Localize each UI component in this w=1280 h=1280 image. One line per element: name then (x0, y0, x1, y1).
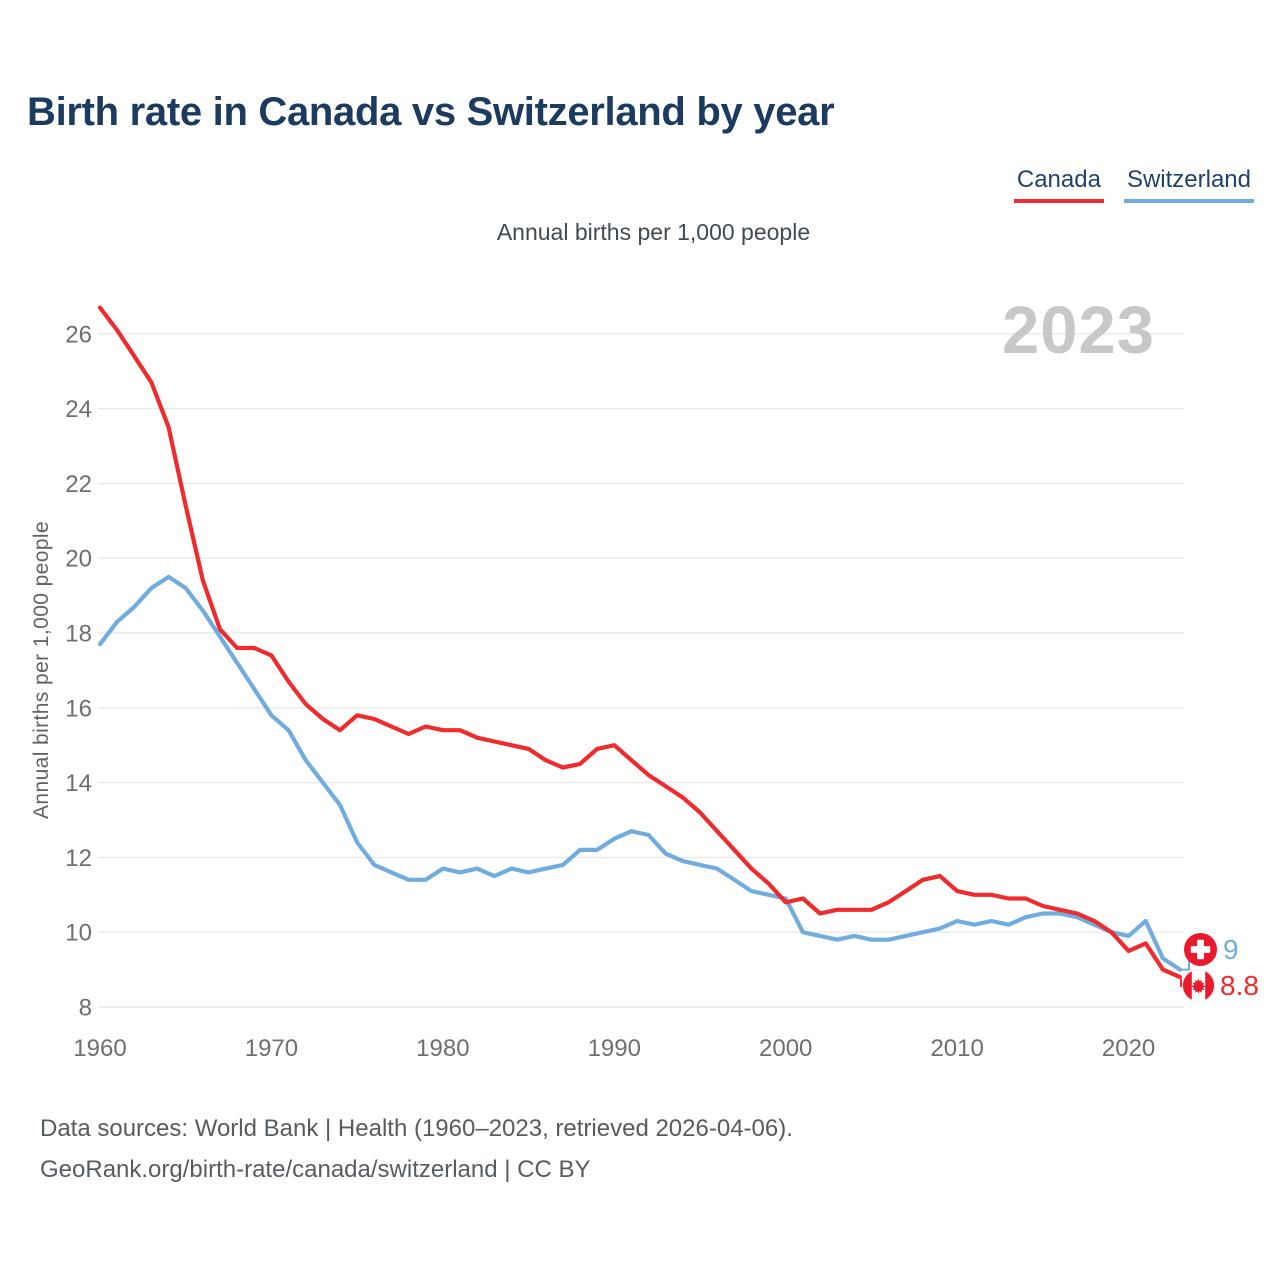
y-tick-label: 22 (65, 471, 92, 498)
footer: Data sources: World Bank | Health (1960–… (40, 1108, 793, 1190)
switzerland-line (97, 574, 1183, 972)
footer-data-sources: Data sources: World Bank | Health (1960–… (40, 1115, 793, 1142)
canada-line (97, 305, 1183, 980)
chart-subtitle: Annual births per 1,000 people (496, 219, 811, 245)
y-tick-label: 14 (65, 770, 92, 797)
x-tick-label: 1990 (588, 1035, 641, 1062)
canada-end-value: 8.8 (1220, 970, 1259, 1001)
switzerland-flag-icon (1184, 933, 1217, 966)
switzerland-end-value: 9 (1223, 934, 1239, 965)
y-tick-label: 18 (65, 621, 92, 648)
y-tick-label: 12 (65, 845, 92, 872)
watermark-year: 2023 (1001, 293, 1155, 368)
y-tick-label: 24 (65, 396, 92, 423)
x-tick-label: 2020 (1102, 1035, 1155, 1062)
y-tick-label: 26 (65, 321, 92, 348)
y-tick-label: 8 (79, 995, 92, 1022)
x-tick-label: 2010 (930, 1035, 983, 1062)
page-title: Birth rate in Canada vs Switzerland by y… (27, 90, 835, 134)
x-tick-label: 1980 (416, 1035, 469, 1062)
canada-flag-icon (1182, 969, 1215, 1002)
y-tick-label: 10 (65, 920, 92, 947)
footer-attribution: GeoRank.org/birth-rate/canada/switzerlan… (40, 1156, 591, 1183)
y-tick-label: 20 (65, 546, 92, 573)
legend-item-switzerland[interactable]: Switzerland (1123, 166, 1254, 203)
y-tick-label: 16 (65, 695, 92, 722)
x-tick-label: 1970 (245, 1035, 298, 1062)
x-tick-label: 2000 (759, 1035, 812, 1062)
legend-item-canada[interactable]: Canada (1013, 166, 1104, 203)
legend: Canada Switzerland (1013, 166, 1254, 203)
x-tick-label: 1960 (73, 1035, 126, 1062)
